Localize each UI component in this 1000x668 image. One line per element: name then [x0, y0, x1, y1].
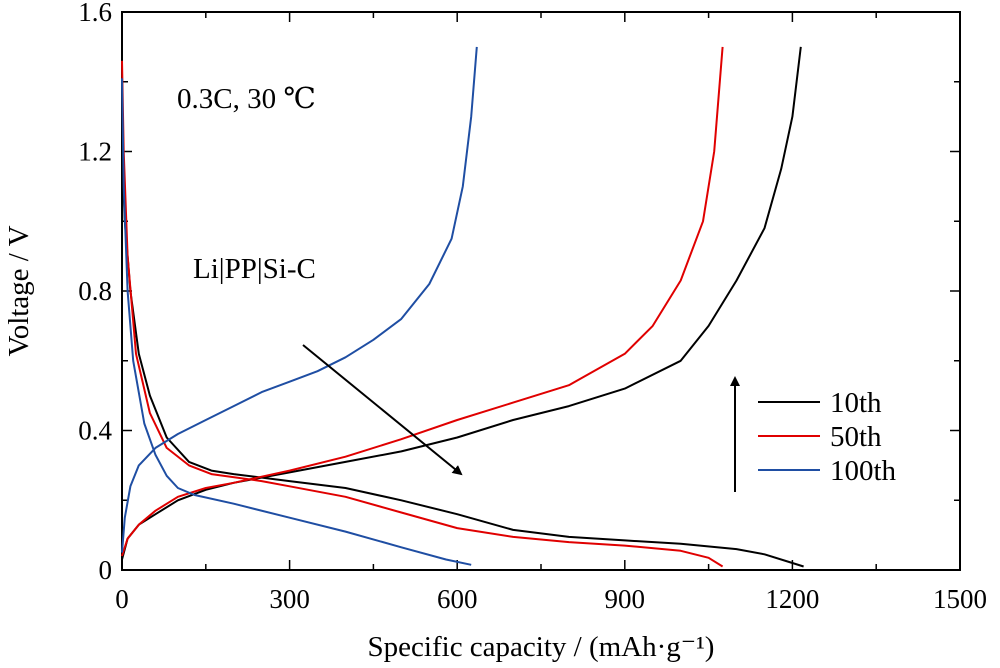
- y-axis-label: Voltage / V: [3, 225, 35, 356]
- x-tick-label: 0: [115, 584, 129, 614]
- series-100th-discharge-line: [121, 78, 472, 566]
- x-tick-label: 600: [437, 584, 478, 614]
- series-50th-discharge-line: [121, 60, 724, 568]
- x-tick-label: 300: [269, 584, 310, 614]
- series-10th-charge-line: [121, 46, 802, 560]
- legend-label-50th: 50th: [830, 421, 882, 453]
- y-tick-label: 1.6: [78, 0, 112, 27]
- x-tick-label: 1200: [765, 584, 819, 614]
- axes: 0 300 600 900 1200 1500 0 0.4 0.8 1.2 1.6 Specific …: [3, 0, 987, 663]
- y-tick-label: 1.2: [78, 137, 112, 167]
- legend-label-100th: 100th: [830, 455, 897, 487]
- y-tick-label: 0: [99, 555, 113, 585]
- trend-arrow: [302, 344, 463, 476]
- x-tick-label: 1500: [933, 584, 987, 614]
- series-10th-discharge-line: [121, 151, 804, 568]
- series-50th-charge-line: [121, 46, 724, 557]
- y-tick-label: 0.8: [78, 276, 112, 306]
- x-axis-label: Specific capacity / (mAh·g⁻¹): [368, 631, 715, 663]
- legend-label-10th: 10th: [830, 387, 882, 419]
- y-tick-label: 0.4: [78, 416, 112, 446]
- cell-annotation: Li|PP|Si-C: [193, 253, 316, 285]
- series-100th-charge-line: [121, 46, 478, 553]
- x-tick-label: 900: [605, 584, 646, 614]
- series-group: [121, 46, 804, 568]
- condition-annotation: 0.3C, 30 ℃: [177, 83, 316, 115]
